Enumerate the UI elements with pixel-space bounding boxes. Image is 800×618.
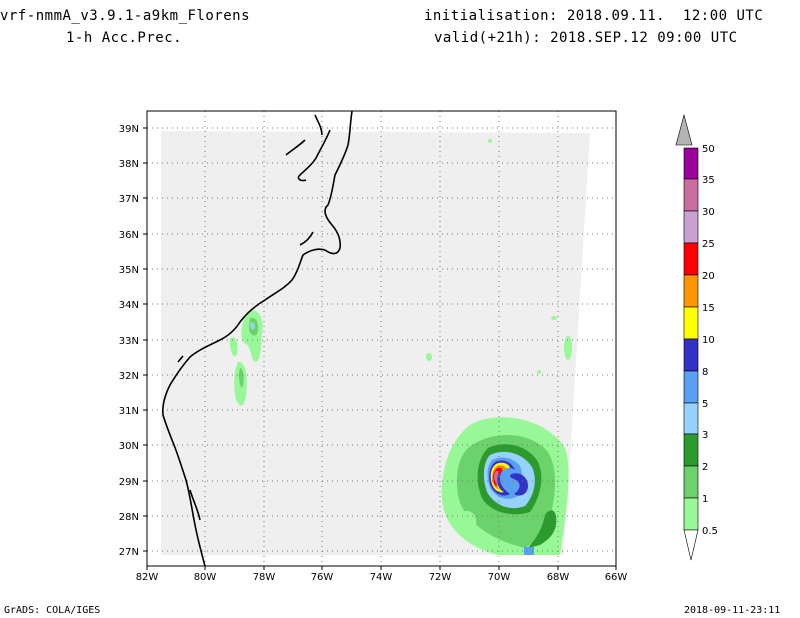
lon-label: 66W [605, 572, 628, 583]
lat-label: 38N [119, 159, 139, 170]
footer-timestamp: 2018-09-11-23:11 [684, 605, 781, 616]
lon-label: 78W [253, 572, 276, 583]
colorbar-label: 8 [702, 367, 708, 378]
lat-label: 39N [119, 124, 139, 135]
colorbar-swatch-8-10 [683, 338, 699, 372]
lat-labels: 39N 38N 37N 36N 35N 34N 33N 32N 31N 30N … [119, 124, 139, 558]
colorbar-swatch-1-2 [683, 465, 699, 499]
colorbar-label: 35 [702, 175, 715, 186]
lon-label: 72W [429, 572, 452, 583]
lat-label: 37N [119, 194, 139, 205]
lat-label: 33N [119, 336, 139, 347]
lon-label: 68W [547, 572, 570, 583]
colorbar-label: 50 [702, 144, 715, 155]
initialisation-time: initialisation: 2018.09.11. 12:00 UTC [424, 8, 764, 24]
lat-label: 28N [119, 512, 139, 523]
precip-coastal-band [229, 139, 572, 406]
lat-label: 30N [119, 441, 139, 452]
colorbar-swatch-3-5 [683, 402, 699, 435]
colorbar-label: 25 [702, 239, 715, 250]
colorbar-swatch-30-35 [683, 178, 699, 212]
colorbar-label: 0.5 [702, 526, 718, 537]
colorbar-swatch-2-3 [683, 433, 699, 467]
lon-label: 76W [311, 572, 334, 583]
lon-label: 70W [488, 572, 511, 583]
colorbar-swatch-35-50 [683, 147, 699, 180]
valid-time: valid(+21h): 2018.SEP.12 09:00 UTC [434, 30, 738, 46]
lon-label: 80W [194, 572, 217, 583]
colorbar-top-triangle [675, 113, 693, 146]
coastline [162, 110, 353, 567]
lon-labels: 82W 80W 78W 76W 74W 72W 70W 68W 66W [136, 572, 628, 583]
lat-label: 32N [119, 371, 139, 382]
colorbar-label: 5 [702, 399, 708, 410]
colorbar-label: 2 [702, 462, 708, 473]
colorbar-swatch-15-20 [683, 274, 699, 308]
colorbar-swatch-5-8 [683, 370, 699, 404]
lat-label: 35N [119, 265, 139, 276]
colorbar-label: 10 [702, 335, 715, 346]
lat-label: 31N [119, 406, 139, 417]
colorbar-swatch-25-30 [683, 210, 699, 244]
lat-label: 34N [119, 300, 139, 311]
colorbar-label: 30 [702, 207, 715, 218]
colorbar-swatch-20-25 [683, 242, 699, 276]
lon-label: 82W [136, 572, 159, 583]
colorbar-labels: 50 35 30 25 20 15 10 8 5 3 2 1 0.5 [702, 144, 718, 537]
colorbar-label: 1 [702, 494, 708, 505]
lat-label: 36N [119, 230, 139, 241]
lon-label: 74W [370, 572, 393, 583]
precip-hurricane [441, 417, 569, 555]
colorbar-swatch-0.5-1 [683, 497, 699, 531]
lat-label: 27N [119, 547, 139, 558]
colorbar-label: 3 [702, 430, 708, 441]
colorbar-label: 15 [702, 303, 715, 314]
colorbar [675, 113, 699, 561]
graticule [147, 111, 616, 566]
tick-marks [143, 127, 617, 570]
footer-credit: GrADS: COLA/IGES [4, 605, 101, 616]
colorbar-bottom-triangle [683, 529, 699, 561]
colorbar-swatch-10-15 [683, 306, 699, 340]
model-title: vrf-nmmA_v3.9.1-a9km_Florens [0, 8, 251, 24]
lat-label: 29N [119, 477, 139, 488]
colorbar-label: 20 [702, 271, 715, 282]
field-title: 1-h Acc.Prec. [66, 30, 183, 46]
